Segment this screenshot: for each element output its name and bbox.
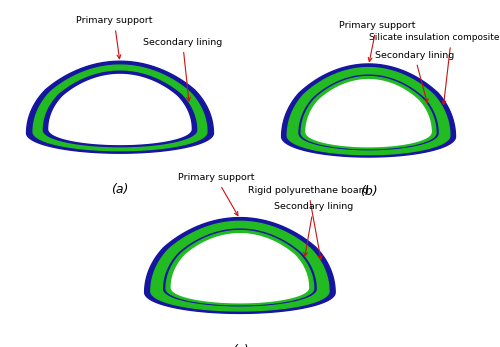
Text: Primary support: Primary support (178, 173, 254, 215)
Polygon shape (26, 61, 214, 153)
Polygon shape (151, 221, 329, 311)
Text: Secondary lining: Secondary lining (143, 38, 222, 101)
Polygon shape (33, 65, 207, 151)
Polygon shape (288, 68, 450, 155)
Text: Secondary lining: Secondary lining (375, 51, 454, 103)
Text: (c): (c) (232, 344, 248, 347)
Polygon shape (49, 75, 191, 144)
Polygon shape (282, 64, 456, 157)
Polygon shape (144, 218, 335, 313)
Text: Rigid polyurethane board: Rigid polyurethane board (248, 186, 368, 260)
Polygon shape (172, 234, 308, 303)
Polygon shape (164, 229, 316, 306)
Polygon shape (301, 77, 436, 149)
Text: Silicate insulation composite roll felt: Silicate insulation composite roll felt (368, 33, 500, 104)
Text: (b): (b) (360, 186, 378, 198)
Polygon shape (44, 71, 197, 147)
Text: (a): (a) (112, 183, 128, 196)
Text: Primary support: Primary support (338, 20, 415, 61)
Polygon shape (299, 75, 438, 150)
Polygon shape (166, 230, 314, 305)
Text: Secondary lining: Secondary lining (274, 202, 353, 256)
Text: Primary support: Primary support (76, 16, 152, 59)
Polygon shape (306, 80, 431, 147)
